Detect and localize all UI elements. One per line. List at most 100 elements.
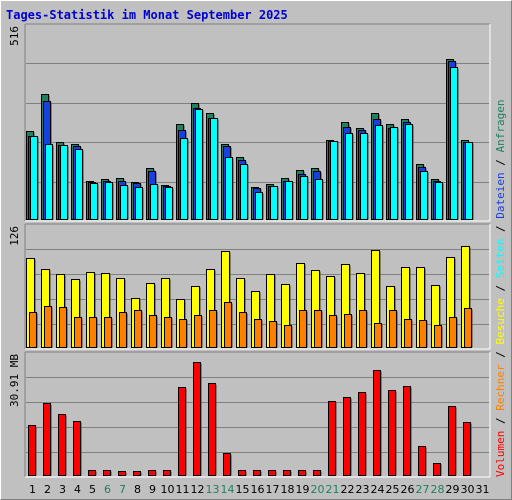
bar-rechner-day-21 <box>329 315 337 348</box>
bar-seiten-day-7 <box>120 185 128 220</box>
legend-item-volumen: Volumen <box>494 431 507 477</box>
bar-seiten-day-21 <box>330 141 338 220</box>
bar-rechner-day-17 <box>269 321 277 348</box>
bar-volumen-day-22 <box>343 397 351 476</box>
x-tick-label-day-16: 16 <box>251 483 265 496</box>
bar-rechner-day-5 <box>89 317 97 348</box>
bar-rechner-day-27 <box>419 320 427 348</box>
x-tick-label-day-21: 21 <box>326 483 340 496</box>
legend-item-dateien: Dateien <box>494 172 507 225</box>
chart-title: Tages-Statistik im Monat September 2025 <box>6 8 288 22</box>
bar-seiten-day-4 <box>75 149 83 220</box>
x-tick-label-day-18: 18 <box>281 483 295 496</box>
bar-rechner-day-13 <box>209 310 217 348</box>
bar-seiten-day-12 <box>195 109 203 220</box>
bar-volumen-day-27 <box>418 446 426 476</box>
bar-volumen-day-5 <box>88 470 96 476</box>
x-tick-label-day-15: 15 <box>236 483 250 496</box>
bar-volumen-day-12 <box>193 362 201 476</box>
bar-seiten-day-2 <box>45 144 53 220</box>
bar-volumen-day-29 <box>448 406 456 476</box>
bar-rechner-day-16 <box>254 319 262 348</box>
x-tick-label-day-11: 11 <box>176 483 190 496</box>
bar-rechner-day-2 <box>44 306 52 348</box>
bar-seiten-day-23 <box>360 133 368 220</box>
bar-volumen-day-25 <box>388 390 396 476</box>
bar-rechner-day-22 <box>344 314 352 348</box>
bar-seiten-day-27 <box>420 171 428 220</box>
bar-rechner-day-30 <box>464 308 472 348</box>
panel-middle-max-label: 126 <box>8 226 21 246</box>
bar-seiten-day-25 <box>390 127 398 220</box>
bar-seiten-day-14 <box>225 157 233 220</box>
legend-item-rechner: Rechner <box>494 364 507 417</box>
bar-volumen-day-18 <box>283 470 291 476</box>
bar-volumen-day-1 <box>28 425 36 476</box>
bar-volumen-day-19 <box>298 470 306 476</box>
bar-rechner-day-29 <box>449 317 457 348</box>
bar-rechner-day-3 <box>59 307 67 348</box>
bar-volumen-day-2 <box>43 403 51 476</box>
bar-volumen-day-21 <box>328 401 336 476</box>
x-tick-label-day-14: 14 <box>221 483 235 496</box>
bar-volumen-day-16 <box>253 470 261 476</box>
bar-volumen-day-13 <box>208 383 216 476</box>
bar-seiten-day-5 <box>90 183 98 220</box>
bar-rechner-day-24 <box>374 323 382 348</box>
x-tick-label-day-27: 27 <box>416 483 430 496</box>
bar-seiten-day-16 <box>255 192 263 220</box>
bar-rechner-day-12 <box>194 315 202 348</box>
x-tick-label-day-19: 19 <box>296 483 310 496</box>
x-tick-label-day-17: 17 <box>266 483 280 496</box>
bar-seiten-day-17 <box>270 186 278 220</box>
panel-bottom-max-label: 30.91 MB <box>8 354 21 407</box>
bar-seiten-day-18 <box>285 181 293 220</box>
bar-seiten-day-20 <box>315 179 323 220</box>
bar-volumen-day-9 <box>148 470 156 476</box>
x-tick-label-day-30: 30 <box>461 483 475 496</box>
bar-seiten-day-10 <box>165 187 173 220</box>
bar-volumen-day-4 <box>73 421 81 476</box>
bar-volumen-day-24 <box>373 370 381 476</box>
bar-seiten-day-24 <box>375 125 383 220</box>
panel-top-max-label: 516 <box>8 26 21 46</box>
bar-volumen-day-30 <box>463 422 471 476</box>
x-tick-label-day-2: 2 <box>44 483 51 496</box>
bar-rechner-day-1 <box>29 312 37 348</box>
bar-volumen-day-14 <box>223 453 231 476</box>
bar-volumen-day-23 <box>358 392 366 476</box>
bar-seiten-day-3 <box>60 145 68 220</box>
bar-volumen-day-10 <box>163 470 171 476</box>
bar-volumen-day-26 <box>403 386 411 476</box>
legend-item-anfragen: Anfragen <box>494 99 507 159</box>
legend-item-seiten: Seiten <box>494 239 507 285</box>
legend: Volumen / Rechner / Besuche / Seiten / D… <box>494 99 507 477</box>
bar-volumen-day-11 <box>178 387 186 476</box>
bar-rechner-day-11 <box>179 319 187 348</box>
bar-volumen-day-20 <box>313 470 321 476</box>
bar-volumen-day-7 <box>118 471 126 476</box>
x-tick-label-day-25: 25 <box>386 483 400 496</box>
x-tick-label-day-24: 24 <box>371 483 385 496</box>
bar-seiten-day-30 <box>465 142 473 220</box>
x-tick-label-day-29: 29 <box>446 483 460 496</box>
bar-rechner-day-7 <box>119 312 127 348</box>
bar-rechner-day-9 <box>149 315 157 348</box>
bar-rechner-day-4 <box>74 317 82 348</box>
bar-volumen-day-17 <box>268 470 276 476</box>
bar-seiten-day-15 <box>240 164 248 220</box>
bar-rechner-day-15 <box>239 312 247 348</box>
x-tick-label-day-31: 31 <box>476 483 490 496</box>
bar-rechner-day-23 <box>359 310 367 348</box>
legend-separator: / <box>494 225 507 238</box>
x-tick-label-day-22: 22 <box>341 483 355 496</box>
x-tick-label-day-6: 6 <box>104 483 111 496</box>
x-tick-label-day-23: 23 <box>356 483 370 496</box>
panel-bottom-bg <box>25 352 490 477</box>
x-tick-label-day-20: 20 <box>311 483 325 496</box>
bar-seiten-day-19 <box>300 176 308 220</box>
legend-separator: / <box>494 285 507 298</box>
legend-separator: / <box>494 351 507 364</box>
